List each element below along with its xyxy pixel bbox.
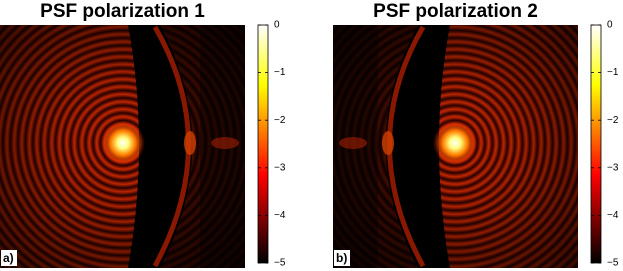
panel-label-box xyxy=(334,250,350,266)
panel-title: PSF polarization 2 xyxy=(373,1,538,22)
panel-label: a) xyxy=(3,251,14,265)
colorbar-tick-label: −2 xyxy=(274,115,286,126)
colorbar-tick-label: −2 xyxy=(607,115,619,126)
dark-right xyxy=(160,25,245,268)
colorbar xyxy=(257,24,269,264)
colorbar-tick-label: −4 xyxy=(274,210,286,221)
side-lobe xyxy=(339,137,367,149)
side-lobe xyxy=(184,131,196,155)
dark-region xyxy=(385,25,450,268)
psf-image xyxy=(333,25,578,268)
panel-label-box xyxy=(1,250,17,266)
panel-title: PSF polarization 1 xyxy=(40,1,205,22)
dark-region xyxy=(128,25,193,268)
dark-right xyxy=(333,25,418,268)
side-lobe xyxy=(211,137,239,149)
colorbar-tick-label: −1 xyxy=(274,67,286,78)
central-peak xyxy=(433,121,477,165)
colorbar-tick-label: −3 xyxy=(274,162,286,173)
colorbar-tick-label: 0 xyxy=(274,20,280,31)
central-peak xyxy=(101,121,145,165)
colorbar-tick-label: 0 xyxy=(607,20,613,31)
colorbar-tick-label: −5 xyxy=(607,258,619,269)
panel-label: b) xyxy=(336,251,347,265)
side-lobe xyxy=(382,131,394,155)
colorbar-tick-label: −3 xyxy=(607,162,619,173)
colorbar-tick-label: −1 xyxy=(607,67,619,78)
psf-image xyxy=(0,25,245,268)
colorbar xyxy=(590,24,602,264)
colorbar-tick-label: −4 xyxy=(607,210,619,221)
colorbar-tick-label: −5 xyxy=(274,258,286,269)
